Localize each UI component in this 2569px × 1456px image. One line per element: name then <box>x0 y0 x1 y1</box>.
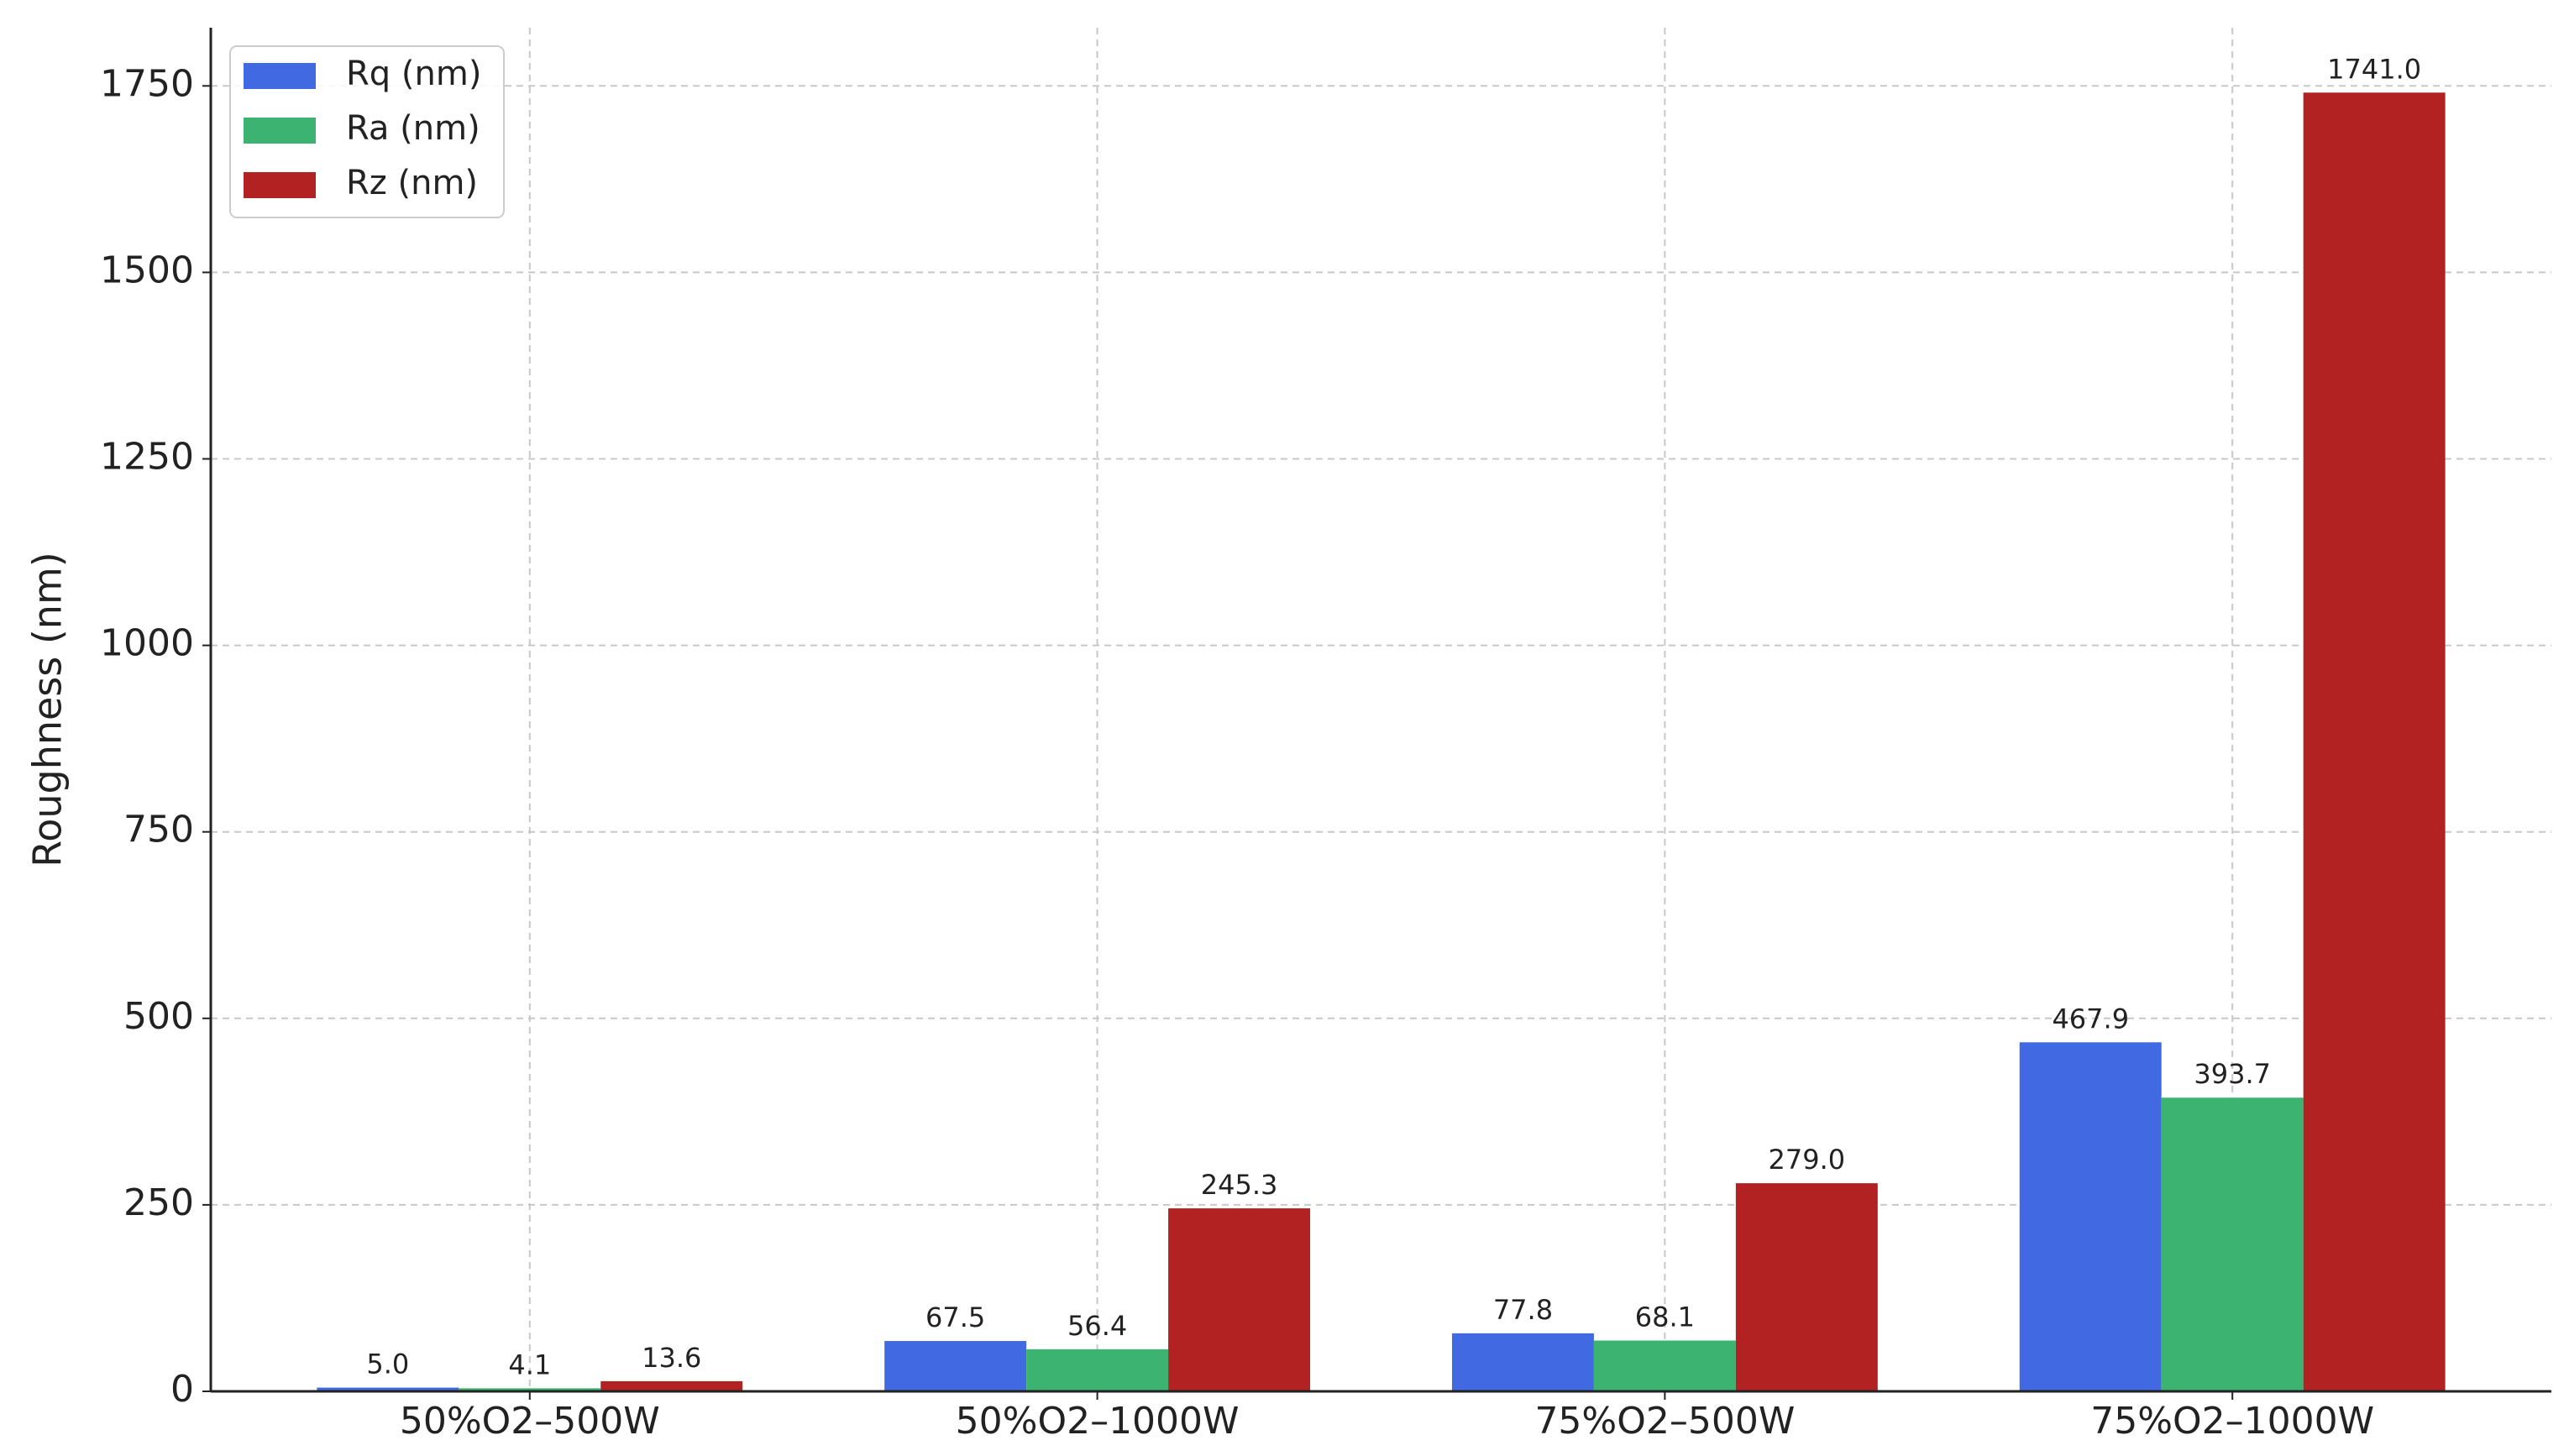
bar <box>2161 1097 2304 1391</box>
value-label: 467.9 <box>2052 1003 2129 1034</box>
bar <box>884 1341 1027 1391</box>
legend-swatch <box>244 172 316 198</box>
value-label: 245.3 <box>1201 1169 1278 1201</box>
y-tick-label: 1000 <box>100 622 194 665</box>
bar <box>1593 1340 1736 1391</box>
bar <box>1451 1333 1594 1391</box>
value-label: 68.1 <box>1635 1301 1695 1333</box>
value-label: 1741.0 <box>2327 53 2421 85</box>
y-tick-label: 1250 <box>100 435 194 478</box>
legend-swatch <box>244 118 316 144</box>
y-tick-label: 1500 <box>100 249 194 291</box>
y-tick-label: 500 <box>123 995 194 1038</box>
bar <box>1026 1349 1169 1391</box>
legend-label: Ra (nm) <box>346 109 480 148</box>
value-label: 4.1 <box>508 1349 551 1380</box>
value-label: 279.0 <box>1769 1144 1846 1176</box>
bar <box>317 1387 459 1391</box>
bar <box>459 1388 601 1391</box>
value-label: 13.6 <box>642 1342 701 1374</box>
x-tick-label: 50%O2–1000W <box>956 1400 1240 1443</box>
value-label: 77.8 <box>1493 1294 1553 1326</box>
value-label: 5.0 <box>366 1349 409 1380</box>
bar <box>1168 1208 1311 1391</box>
y-tick-label: 750 <box>123 809 194 851</box>
x-tick-label: 75%O2–500W <box>1534 1400 1795 1443</box>
x-tick-label: 50%O2–500W <box>400 1400 660 1443</box>
bar <box>2303 92 2446 1392</box>
value-label: 56.4 <box>1067 1310 1127 1342</box>
legend-label: Rz (nm) <box>346 164 478 202</box>
y-tick-label: 1750 <box>100 62 194 105</box>
bar <box>2019 1042 2162 1391</box>
bar <box>600 1380 743 1391</box>
y-tick-label: 250 <box>123 1181 194 1224</box>
x-tick-label: 75%O2–1000W <box>2090 1400 2374 1443</box>
y-tick-label: 0 <box>170 1368 194 1411</box>
legend-label: Rq (nm) <box>346 55 481 93</box>
value-label: 67.5 <box>925 1301 985 1333</box>
bar <box>1735 1183 1878 1391</box>
y-axis-label: Roughness (nm) <box>25 552 71 867</box>
value-label: 393.7 <box>2194 1058 2271 1090</box>
legend-swatch <box>244 63 316 89</box>
